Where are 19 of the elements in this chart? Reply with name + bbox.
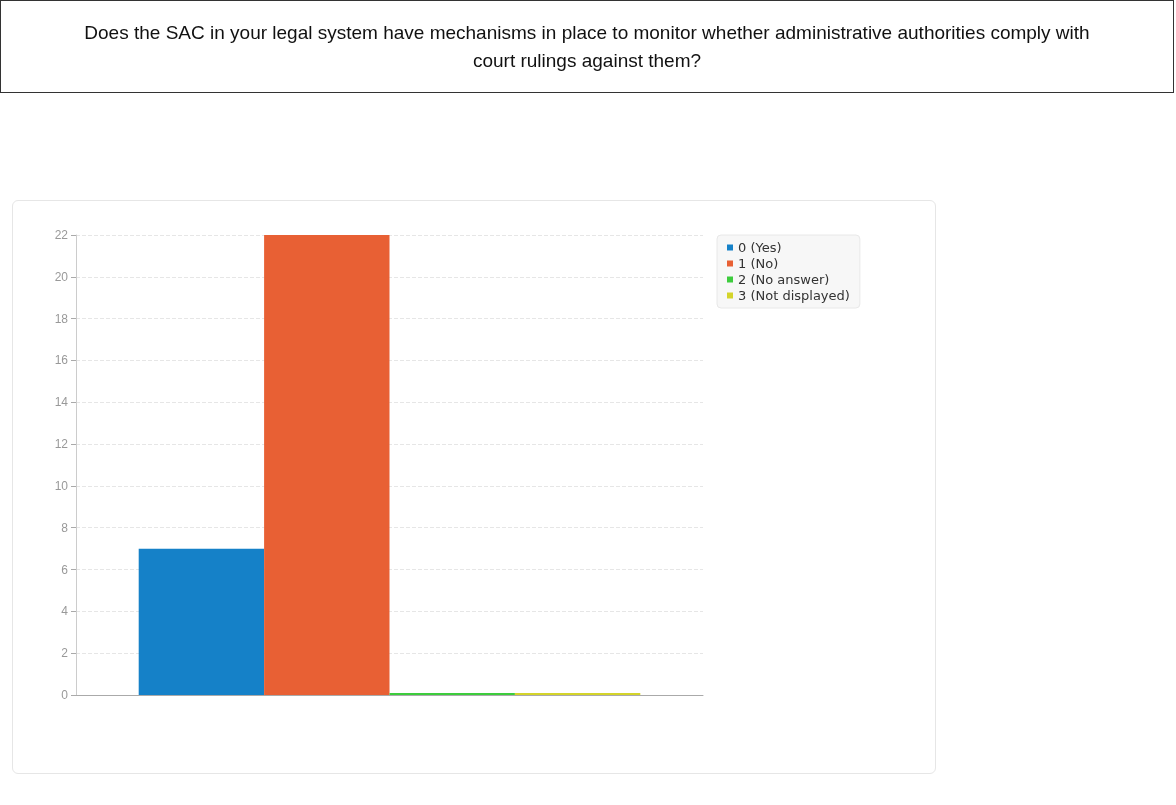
y-tick-label: 20	[54, 269, 69, 284]
bar	[264, 235, 390, 695]
y-tick-label: 10	[54, 478, 69, 493]
y-tick-label: 4	[61, 604, 69, 619]
legend-label: 3 (Not displayed)	[738, 288, 850, 303]
y-tick-label: 12	[54, 437, 69, 452]
y-tick-label: 22	[54, 228, 69, 242]
legend-label: 0 (Yes)	[738, 240, 782, 255]
bar	[138, 548, 265, 695]
y-tick-label: 18	[54, 311, 69, 326]
y-tick-label: 2	[61, 646, 69, 661]
chart-title: Does the SAC in your legal system have mechanisms in place to monitor whether administrative authorities comply with court rulings against them?	[0, 0, 1174, 93]
y-tick-label: 8	[61, 520, 69, 535]
legend-label: 2 (No answer)	[738, 272, 830, 287]
y-tick-label: 16	[54, 353, 69, 368]
y-tick-label: 0	[61, 688, 69, 702]
y-tick-label: 6	[61, 562, 69, 577]
y-tick-label: 14	[54, 395, 69, 410]
legend-label: 1 (No)	[738, 256, 779, 271]
